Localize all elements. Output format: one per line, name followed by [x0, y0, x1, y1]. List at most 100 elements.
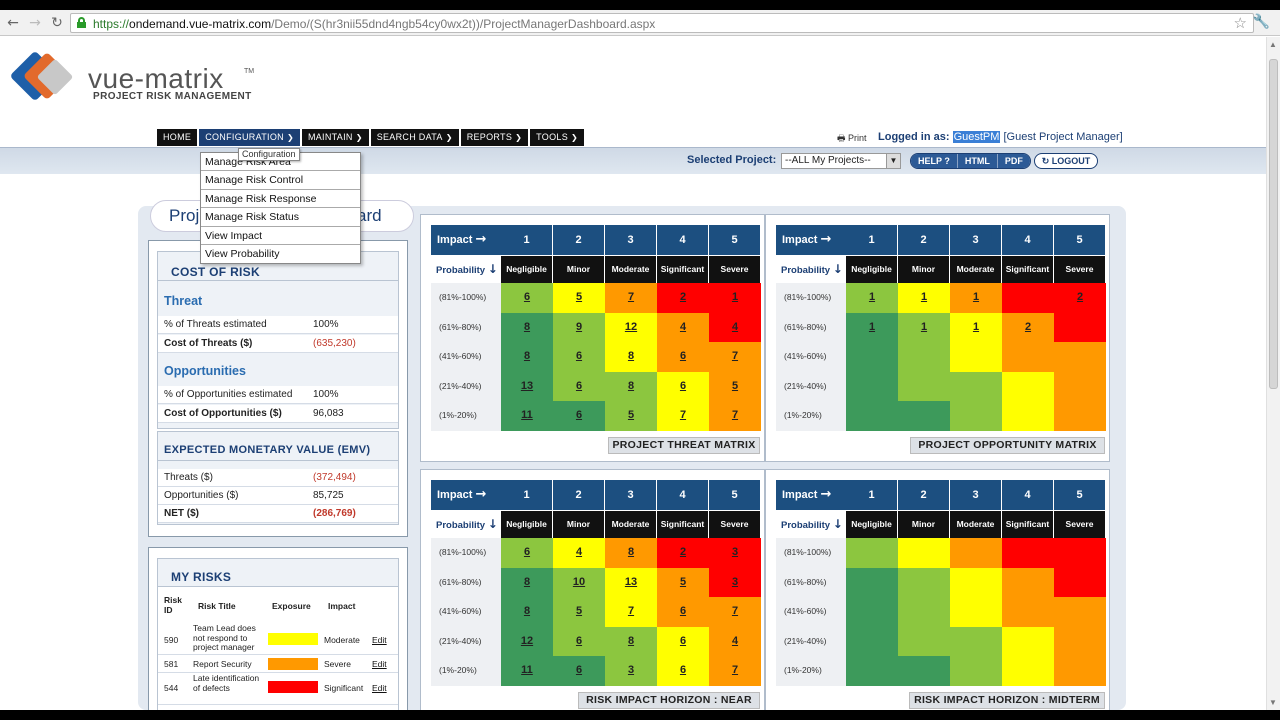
matrix-cell[interactable]: 4 — [709, 626, 761, 656]
risk-row[interactable]: 590 Team Lead does not respond to projec… — [158, 623, 398, 655]
matrix-cell[interactable] — [1002, 656, 1054, 686]
menu-maintain[interactable]: MAINTAIN ❯ — [301, 129, 369, 146]
matrix-cell[interactable]: 2 — [657, 283, 709, 313]
matrix-cell[interactable]: 6 — [553, 656, 605, 686]
edit-link[interactable]: Edit — [372, 659, 387, 669]
matrix-cell[interactable] — [950, 626, 1002, 656]
matrix-cell[interactable] — [1054, 567, 1106, 597]
matrix-cell[interactable]: 3 — [709, 567, 761, 597]
matrix-cell[interactable] — [846, 371, 898, 401]
matrix-cell[interactable]: 6 — [553, 626, 605, 656]
matrix-cell[interactable] — [1054, 626, 1106, 656]
matrix-cell[interactable]: 10 — [553, 567, 605, 597]
matrix-cell[interactable] — [1054, 371, 1106, 401]
matrix-cell[interactable]: 6 — [553, 342, 605, 372]
matrix-cell[interactable]: 8 — [501, 597, 553, 627]
matrix-cell[interactable]: 5 — [709, 371, 761, 401]
matrix-cell[interactable] — [1054, 538, 1106, 568]
project-select[interactable]: --ALL My Projects-- ▼ — [781, 153, 901, 169]
matrix-cell[interactable] — [950, 342, 1002, 372]
matrix-cell[interactable] — [1054, 312, 1106, 342]
matrix-cell[interactable] — [846, 656, 898, 686]
matrix-cell[interactable]: 6 — [553, 371, 605, 401]
matrix-cell[interactable] — [950, 401, 1002, 431]
scroll-thumb[interactable] — [1269, 59, 1278, 389]
matrix-cell[interactable]: 13 — [501, 371, 553, 401]
menu-view-probability[interactable]: View Probability — [205, 247, 280, 260]
matrix-cell[interactable]: 7 — [709, 597, 761, 627]
matrix-cell[interactable] — [950, 597, 1002, 627]
matrix-cell[interactable]: 5 — [553, 597, 605, 627]
edit-link[interactable]: Edit — [372, 683, 387, 693]
matrix-cell[interactable] — [1002, 371, 1054, 401]
matrix-cell[interactable]: 8 — [501, 342, 553, 372]
matrix-cell[interactable]: 13 — [605, 567, 657, 597]
matrix-cell[interactable]: 6 — [657, 342, 709, 372]
matrix-cell[interactable]: 11 — [501, 656, 553, 686]
matrix-cell[interactable] — [1054, 401, 1106, 431]
matrix-cell[interactable] — [898, 401, 950, 431]
matrix-cell[interactable] — [1054, 597, 1106, 627]
matrix-cell[interactable]: 4 — [553, 538, 605, 568]
matrix-cell[interactable]: 2 — [1002, 312, 1054, 342]
matrix-cell[interactable] — [846, 538, 898, 568]
menu-home[interactable]: HOME — [157, 129, 198, 146]
matrix-cell[interactable]: 1 — [898, 312, 950, 342]
matrix-cell[interactable]: 7 — [709, 342, 761, 372]
matrix-cell[interactable] — [898, 538, 950, 568]
page-scrollbar[interactable]: ▲ ▼ — [1266, 37, 1280, 710]
matrix-cell[interactable]: 1 — [950, 312, 1002, 342]
menu-view-impact[interactable]: View Impact — [201, 227, 360, 245]
matrix-cell[interactable] — [950, 567, 1002, 597]
matrix-cell[interactable]: 2 — [657, 538, 709, 568]
matrix-cell[interactable]: 2 — [1054, 283, 1106, 313]
matrix-cell[interactable]: 8 — [501, 567, 553, 597]
matrix-cell[interactable]: 7 — [605, 283, 657, 313]
matrix-cell[interactable] — [898, 567, 950, 597]
matrix-cell[interactable] — [1002, 401, 1054, 431]
edit-link[interactable]: Edit — [372, 635, 387, 645]
matrix-cell[interactable]: 8 — [605, 538, 657, 568]
matrix-cell[interactable]: 7 — [709, 401, 761, 431]
html-button[interactable]: HTML — [957, 154, 998, 168]
matrix-cell[interactable]: 6 — [553, 401, 605, 431]
address-bar[interactable]: https://ondemand.vue-matrix.com/Demo/(S(… — [70, 13, 1254, 33]
matrix-cell[interactable]: 6 — [657, 371, 709, 401]
matrix-cell[interactable]: 1 — [950, 283, 1002, 313]
matrix-cell[interactable] — [1002, 342, 1054, 372]
matrix-cell[interactable]: 8 — [501, 312, 553, 342]
matrix-cell[interactable]: 6 — [501, 283, 553, 313]
risk-row[interactable]: 544 Late identification of defects Signi… — [158, 673, 398, 705]
menu-search-data[interactable]: SEARCH DATA ❯ — [370, 129, 459, 146]
print-link[interactable]: 🖶 Print — [837, 133, 867, 143]
matrix-cell[interactable] — [846, 597, 898, 627]
risk-row[interactable]: 581 Report Security Severe Edit — [158, 655, 398, 673]
matrix-cell[interactable]: 8 — [605, 626, 657, 656]
matrix-cell[interactable]: 6 — [657, 626, 709, 656]
matrix-cell[interactable]: 12 — [605, 312, 657, 342]
matrix-cell[interactable] — [1002, 597, 1054, 627]
bookmark-star-icon[interactable]: ☆ — [1233, 14, 1247, 32]
menu-manage-risk-control[interactable]: Manage Risk Control — [201, 171, 360, 190]
matrix-cell[interactable] — [846, 567, 898, 597]
matrix-cell[interactable]: 1 — [898, 283, 950, 313]
matrix-cell[interactable]: 1 — [846, 283, 898, 313]
matrix-cell[interactable]: 7 — [709, 656, 761, 686]
matrix-cell[interactable] — [1002, 283, 1054, 313]
matrix-cell[interactable]: 4 — [709, 312, 761, 342]
matrix-cell[interactable] — [1054, 342, 1106, 372]
matrix-cell[interactable]: 4 — [657, 312, 709, 342]
matrix-cell[interactable]: 6 — [657, 656, 709, 686]
matrix-cell[interactable] — [950, 656, 1002, 686]
matrix-cell[interactable] — [898, 656, 950, 686]
matrix-cell[interactable] — [950, 538, 1002, 568]
matrix-cell[interactable]: 5 — [657, 567, 709, 597]
matrix-cell[interactable] — [1054, 656, 1106, 686]
matrix-cell[interactable]: 3 — [709, 538, 761, 568]
matrix-cell[interactable]: 1 — [846, 312, 898, 342]
forward-arrow-icon[interactable]: → — [29, 15, 41, 31]
matrix-cell[interactable] — [950, 371, 1002, 401]
matrix-cell[interactable] — [846, 401, 898, 431]
scroll-down-icon[interactable]: ▼ — [1269, 698, 1277, 707]
menu-manage-risk-response[interactable]: Manage Risk Response — [201, 190, 360, 209]
